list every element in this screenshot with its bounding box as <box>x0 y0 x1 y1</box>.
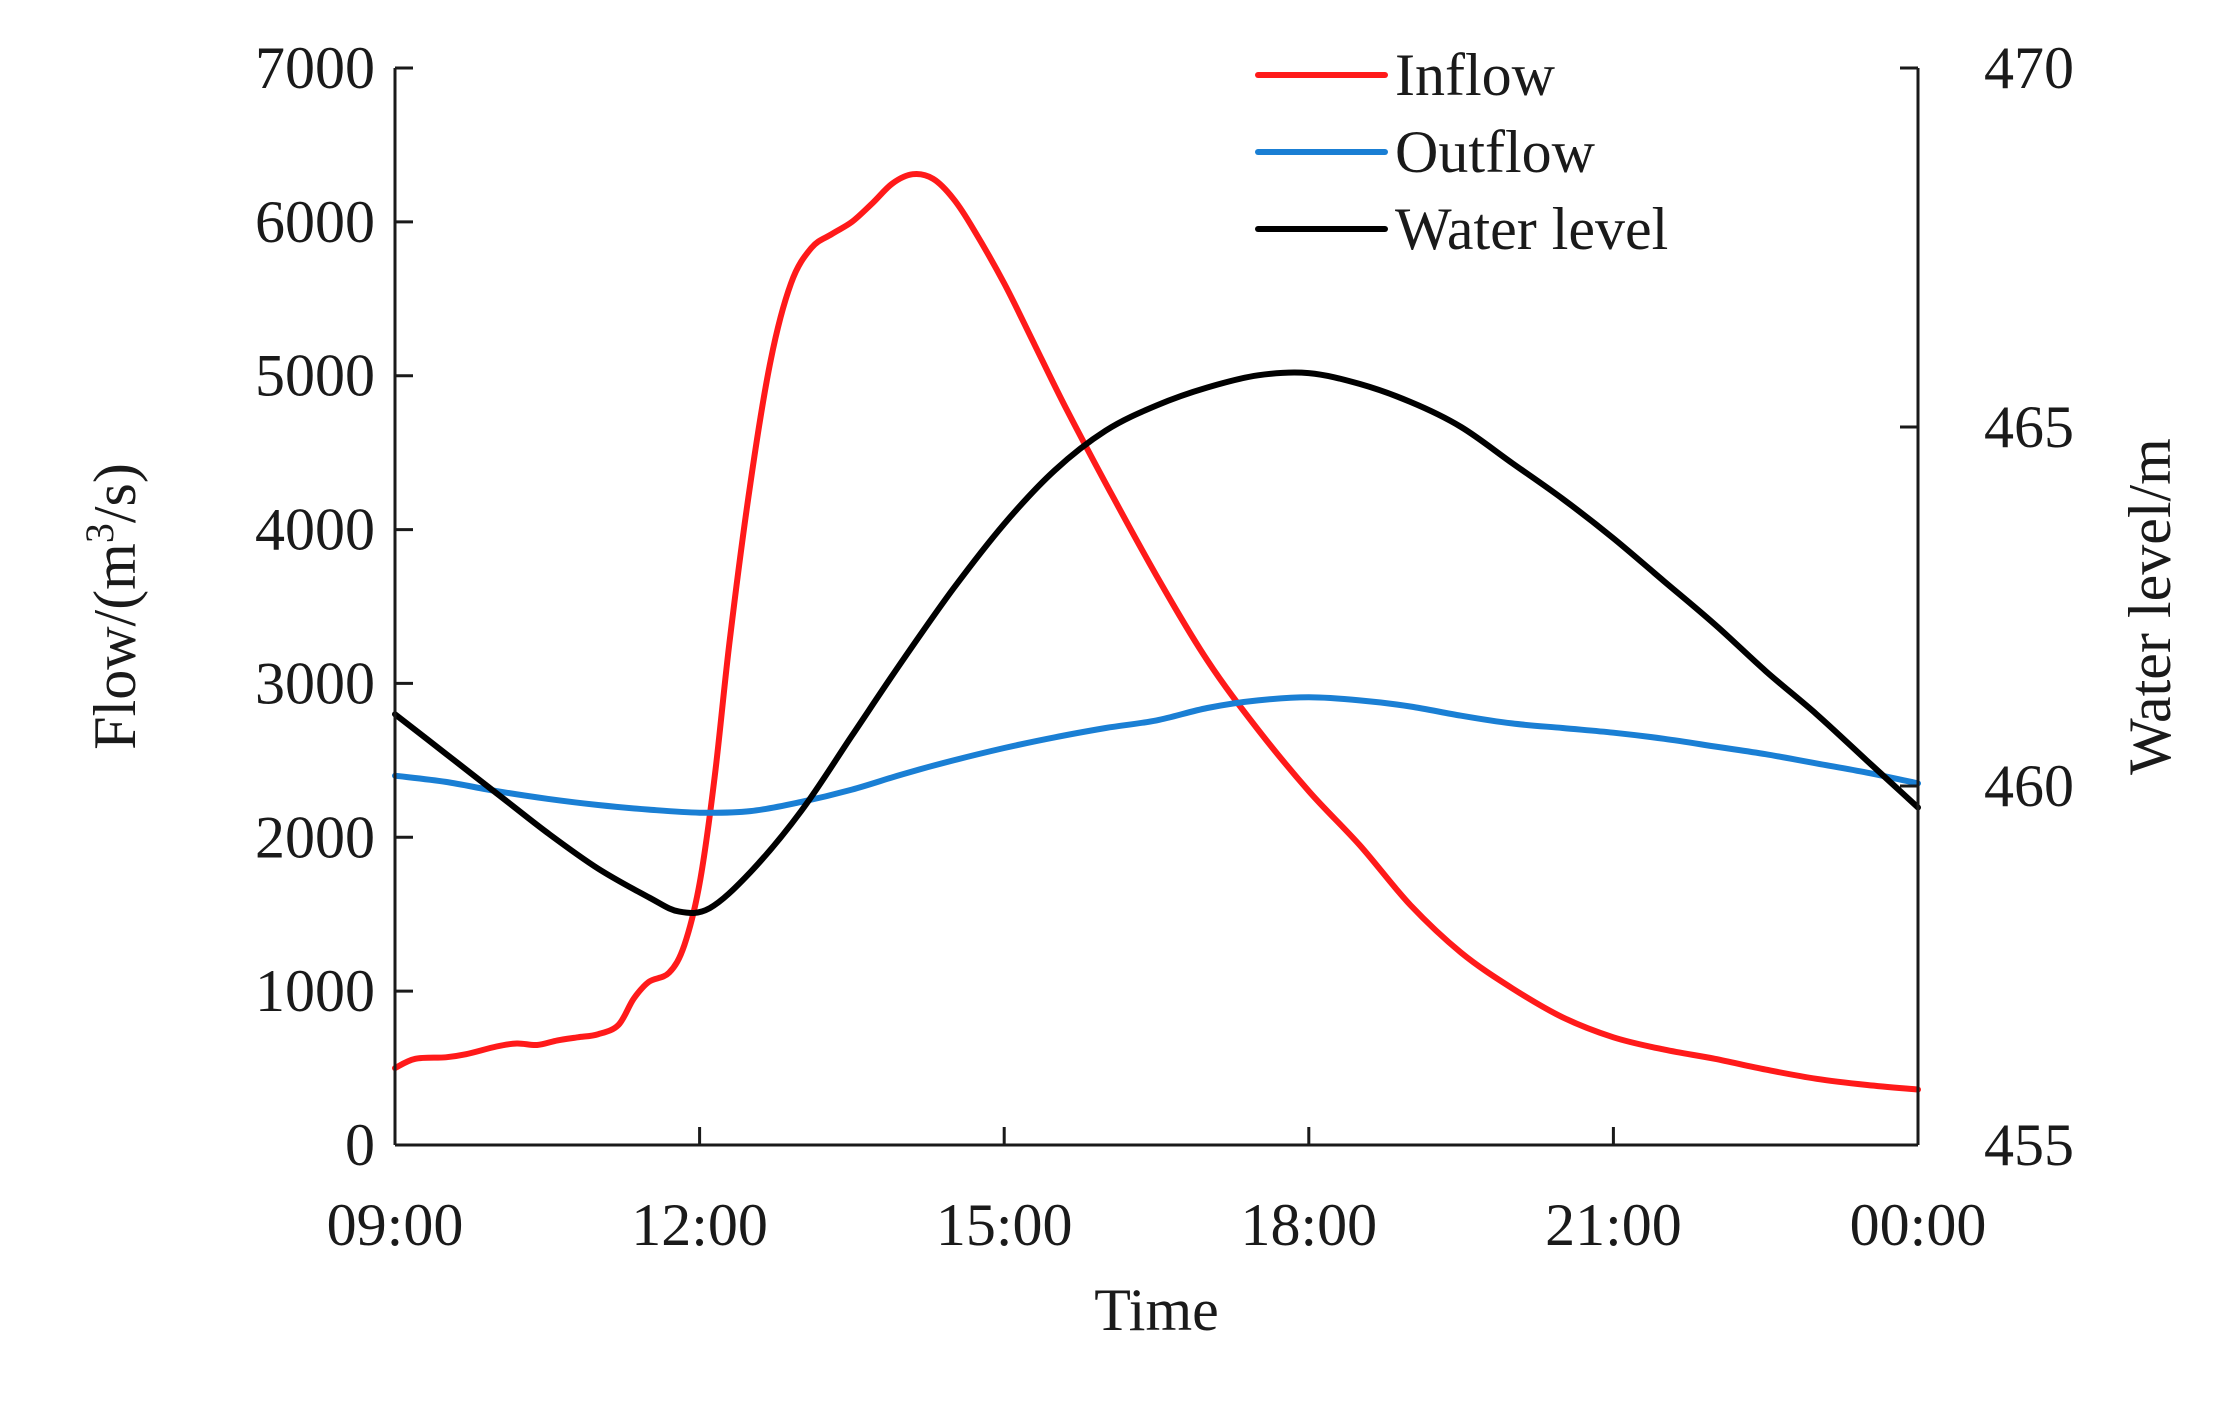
x-axis-title: Time <box>1094 1277 1219 1343</box>
left-y-tick-label: 4000 <box>255 497 375 563</box>
y-axis-title-pre: Flow/(m <box>82 543 148 750</box>
right-y-tick-label: 460 <box>1984 753 2074 819</box>
y2-axis-title: Water level/m <box>2117 438 2183 775</box>
left-y-tick-label: 1000 <box>255 958 375 1024</box>
outflow-legend-label: Outflow <box>1395 119 1596 185</box>
y-axis-title-post: /s) <box>82 463 148 523</box>
x-tick-label: 15:00 <box>936 1192 1073 1258</box>
legend: Inflow Outflow Water level <box>1255 42 1668 262</box>
water-level-series-line <box>392 369 1921 916</box>
x-tick-label: 12:00 <box>631 1192 768 1258</box>
series-layer <box>392 170 1921 1093</box>
right-y-tick-label: 470 <box>1984 35 2074 101</box>
inflow-series-line <box>392 170 1921 1093</box>
left-y-tick-label: 2000 <box>255 804 375 870</box>
axes-layer <box>393 68 1920 1147</box>
x-tick-label: 18:00 <box>1240 1192 1377 1258</box>
outflow-series-line <box>392 694 1921 816</box>
inflow-legend-label: Inflow <box>1395 42 1556 108</box>
left-y-tick-label: 3000 <box>255 650 375 716</box>
y-axis-title-superscript: 3 <box>77 523 122 543</box>
right-y-tick-label: 465 <box>1984 394 2074 460</box>
y-axis-title: Flow/(m3/s) <box>77 463 148 750</box>
left-y-tick-label: 0 <box>345 1112 375 1178</box>
x-tick-label: 00:00 <box>1850 1192 1987 1258</box>
x-tick-label: 09:00 <box>327 1192 464 1258</box>
left-y-tick-label: 6000 <box>255 189 375 255</box>
ticks-layer: 0 1000 2000 3000 4000 5000 6000 7000 455 460 465 47… <box>255 35 2074 1258</box>
left-y-tick-label: 5000 <box>255 343 375 409</box>
right-y-tick-label: 455 <box>1984 1112 2074 1178</box>
left-y-tick-label: 7000 <box>255 35 375 101</box>
x-tick-label: 21:00 <box>1545 1192 1682 1258</box>
water-level-legend-label: Water level <box>1395 196 1668 262</box>
